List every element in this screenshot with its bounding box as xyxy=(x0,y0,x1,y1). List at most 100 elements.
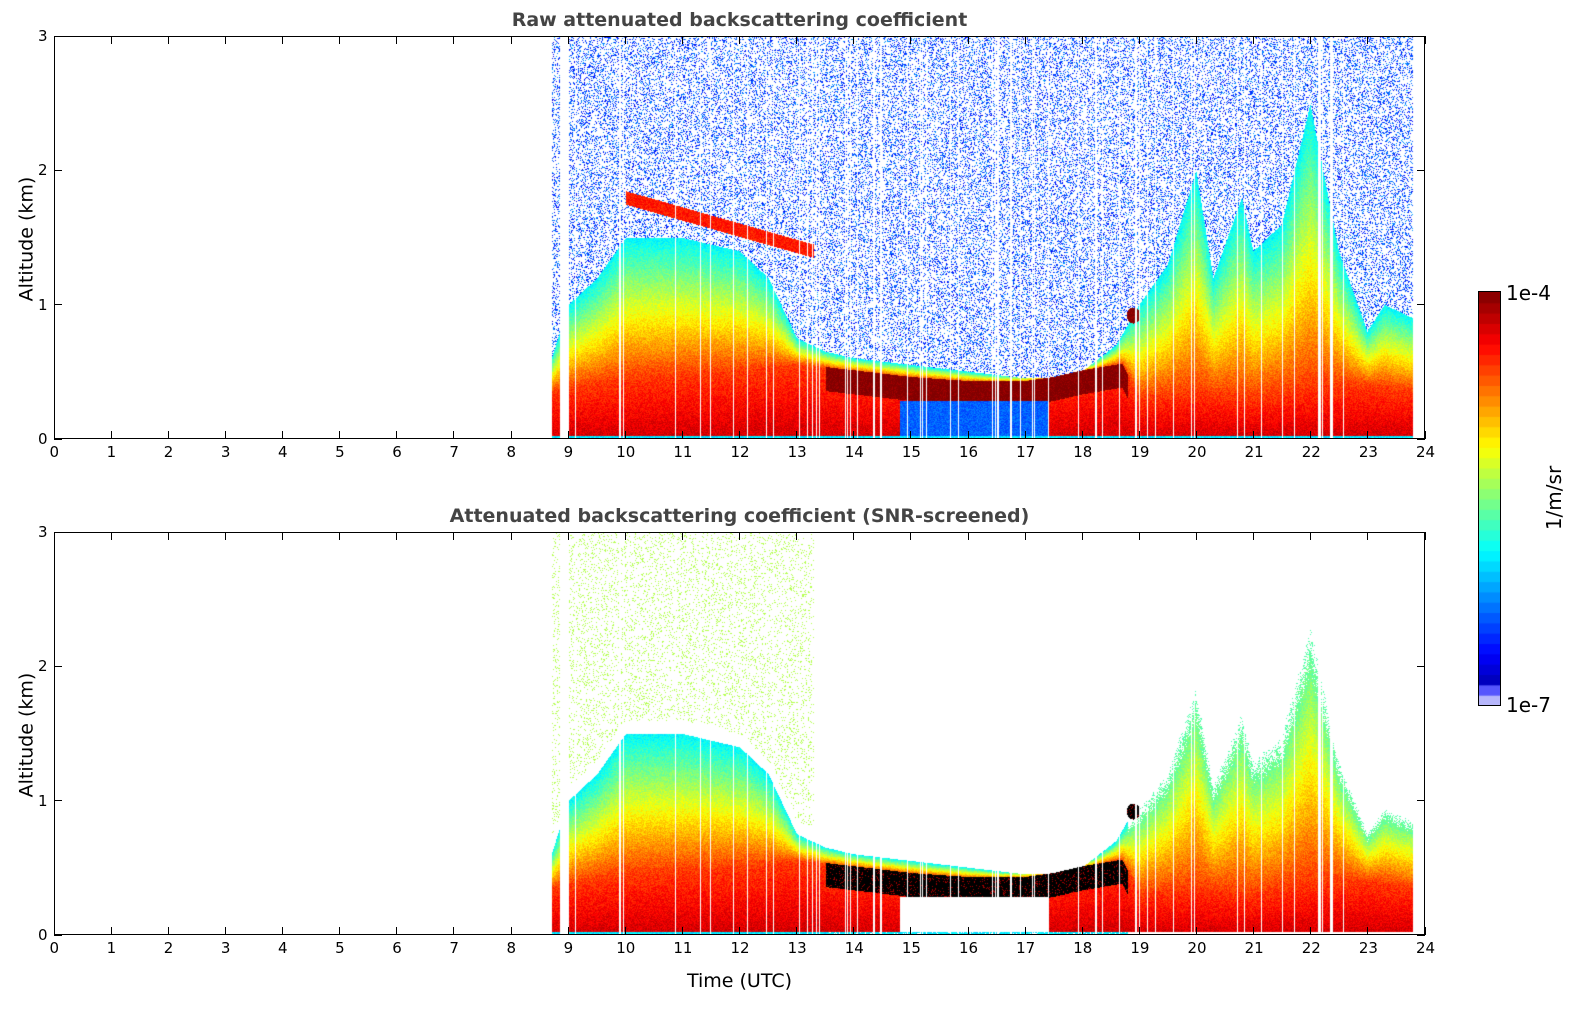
x-tick-mark xyxy=(1253,927,1255,935)
x-tick-label: 7 xyxy=(449,443,459,461)
y-tick-mark xyxy=(54,665,62,667)
y-tick-label: 3 xyxy=(38,27,48,45)
x-tick-label: 21 xyxy=(1244,443,1264,461)
x-tick-mark xyxy=(224,532,226,540)
x-tick-mark xyxy=(624,532,626,540)
x-tick-mark xyxy=(624,431,626,439)
x-tick-mark xyxy=(1196,927,1197,935)
x-tick-mark xyxy=(1024,927,1026,935)
y-tick-mark xyxy=(1417,934,1425,936)
x-tick-label: 12 xyxy=(730,939,750,957)
x-tick-label: 15 xyxy=(901,443,921,461)
y-tick-label: 3 xyxy=(38,523,48,541)
x-tick-label: 6 xyxy=(392,443,402,461)
x-tick-mark xyxy=(1138,36,1140,44)
x-tick-mark xyxy=(910,36,912,44)
x-tick-mark xyxy=(1196,532,1197,540)
x-tick-label: 16 xyxy=(959,443,979,461)
x-tick-mark xyxy=(510,532,512,540)
x-tick-mark xyxy=(224,431,226,439)
x-tick-mark xyxy=(1196,36,1197,44)
x-tick-mark xyxy=(167,431,169,439)
x-tick-mark xyxy=(224,36,226,44)
x-tick-mark xyxy=(1138,927,1140,935)
x-tick-label: 10 xyxy=(616,939,636,957)
bottom-y-axis-label: Altitude (km) xyxy=(15,672,38,798)
x-tick-mark xyxy=(110,532,112,540)
x-tick-label: 24 xyxy=(1416,443,1436,461)
x-tick-mark xyxy=(1253,431,1255,439)
x-tick-mark xyxy=(1253,36,1255,44)
x-tick-mark xyxy=(1424,36,1426,44)
x-tick-label: 1 xyxy=(106,443,117,461)
x-tick-label: 11 xyxy=(673,443,693,461)
x-tick-mark xyxy=(796,36,798,44)
x-tick-label: 19 xyxy=(1130,443,1150,461)
raw-heatmap xyxy=(55,37,1424,438)
x-tick-mark xyxy=(853,36,855,44)
colorbar-unit-label: 1/m/sr xyxy=(1542,465,1567,531)
x-tick-label: 13 xyxy=(787,443,807,461)
x-tick-mark xyxy=(1138,431,1140,439)
y-tick-label: 1 xyxy=(38,791,48,810)
x-tick-mark xyxy=(1196,431,1197,439)
x-tick-label: 11 xyxy=(673,939,693,957)
x-tick-label: 3 xyxy=(220,939,231,957)
y-tick-label: 1 xyxy=(38,295,48,314)
y-tick-mark xyxy=(54,438,62,440)
x-tick-mark xyxy=(510,927,512,935)
x-tick-label: 4 xyxy=(278,939,288,957)
x-tick-mark xyxy=(853,431,855,439)
y-tick-mark xyxy=(54,934,62,936)
x-tick-mark xyxy=(739,36,740,44)
x-tick-mark xyxy=(1024,431,1026,439)
colorbar-min-label: 1e-7 xyxy=(1506,693,1551,717)
x-tick-mark xyxy=(1424,927,1426,935)
x-tick-mark xyxy=(453,532,455,540)
x-tick-label: 17 xyxy=(1016,939,1036,957)
x-tick-mark xyxy=(339,36,341,44)
x-tick-mark xyxy=(910,431,912,439)
x-tick-label: 23 xyxy=(1358,443,1378,461)
x-tick-mark xyxy=(567,36,569,44)
x-tick-mark xyxy=(167,36,169,44)
x-tick-mark xyxy=(282,431,283,439)
x-tick-mark xyxy=(1424,532,1426,540)
x-tick-mark xyxy=(53,431,55,439)
x-tick-mark xyxy=(1367,532,1369,540)
y-tick-mark xyxy=(1417,800,1425,802)
x-tick-mark xyxy=(796,927,798,935)
y-tick-mark xyxy=(54,531,62,533)
bottom-panel-title: Attenuated backscattering coefficient (S… xyxy=(449,505,1030,527)
x-tick-label: 0 xyxy=(49,443,60,461)
top-y-axis-label: Altitude (km) xyxy=(15,176,38,302)
x-tick-label: 18 xyxy=(1073,939,1093,957)
x-tick-mark xyxy=(1424,431,1426,439)
x-tick-label: 20 xyxy=(1187,939,1207,957)
x-tick-label: 16 xyxy=(959,939,979,957)
x-tick-mark xyxy=(453,927,455,935)
x-tick-mark xyxy=(624,927,626,935)
screened-heatmap xyxy=(55,533,1424,934)
x-tick-mark xyxy=(167,532,169,540)
x-tick-label: 8 xyxy=(506,443,517,461)
x-tick-mark xyxy=(967,36,969,44)
x-tick-label: 20 xyxy=(1187,443,1207,461)
x-tick-mark xyxy=(1024,36,1026,44)
x-tick-mark xyxy=(396,36,398,44)
x-tick-mark xyxy=(1367,36,1369,44)
x-tick-mark xyxy=(567,927,569,935)
x-tick-label: 10 xyxy=(616,443,636,461)
x-tick-mark xyxy=(282,927,283,935)
colorbar-gradient xyxy=(1479,292,1500,705)
x-tick-mark xyxy=(339,532,341,540)
x-tick-mark xyxy=(453,36,455,44)
x-tick-mark xyxy=(853,927,855,935)
x-tick-mark xyxy=(681,532,683,540)
x-tick-mark xyxy=(510,36,512,44)
x-tick-mark xyxy=(910,927,912,935)
x-tick-label: 1 xyxy=(106,939,117,957)
y-tick-mark xyxy=(54,800,62,802)
x-tick-mark xyxy=(282,532,283,540)
x-tick-mark xyxy=(1310,431,1312,439)
